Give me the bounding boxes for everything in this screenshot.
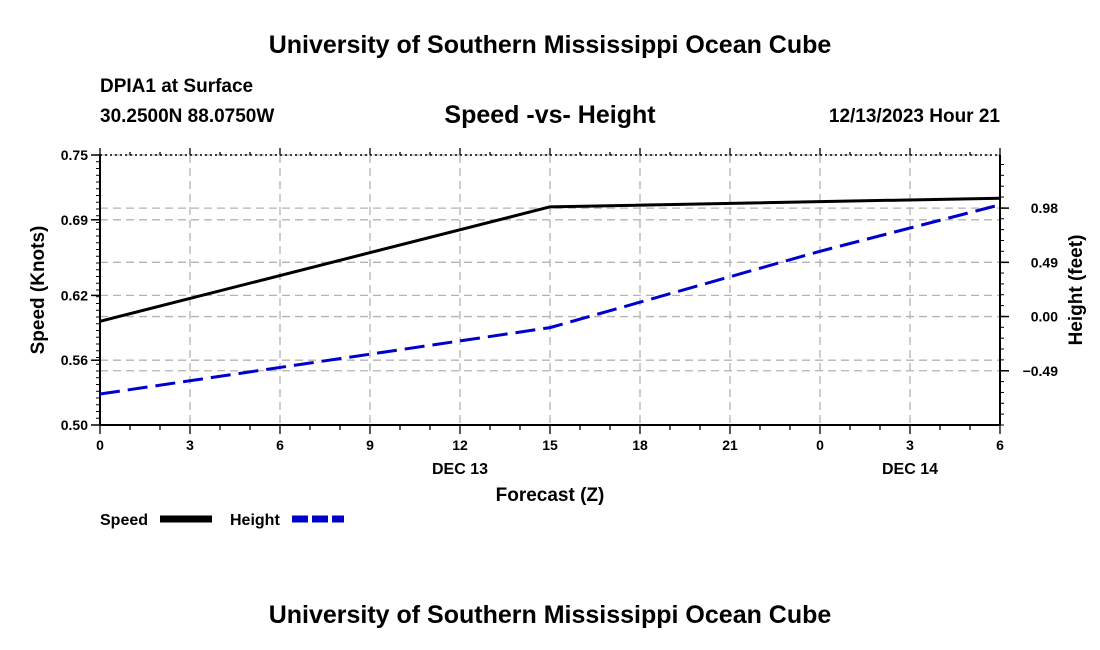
y-tick-label: 0.56 bbox=[61, 352, 88, 368]
y2-axis-label: Height (feet) bbox=[1066, 235, 1087, 346]
x-tick-label: 12 bbox=[452, 437, 468, 453]
x-date-label: DEC 14 bbox=[882, 461, 938, 478]
y-tick-label: 0.62 bbox=[61, 287, 88, 303]
y2-tick-label: 0.00 bbox=[1031, 309, 1058, 325]
x-date-label: DEC 13 bbox=[432, 461, 488, 478]
top-title: University of Southern Mississippi Ocean… bbox=[268, 31, 832, 59]
y2-tick-label: 0.98 bbox=[1031, 200, 1058, 216]
y-tick-label: 0.50 bbox=[61, 417, 88, 433]
x-tick-label: 3 bbox=[186, 437, 194, 453]
x-tick-label: 9 bbox=[366, 437, 374, 453]
x-axis-label: Forecast (Z) bbox=[496, 485, 605, 506]
y2-tick-label: −0.49 bbox=[1023, 363, 1059, 379]
coordinates-label: 30.2500N 88.0750W bbox=[100, 106, 275, 127]
x-tick-label: 18 bbox=[632, 437, 648, 453]
y-axis-label: Speed (Knots) bbox=[28, 226, 49, 355]
legend-label-height: Height bbox=[230, 512, 280, 529]
station-label: DPIA1 at Surface bbox=[100, 76, 254, 97]
x-tick-label: 15 bbox=[542, 437, 558, 453]
forecast-timestamp: 12/13/2023 Hour 21 bbox=[828, 106, 1000, 127]
series-line-height bbox=[99, 203, 1001, 396]
x-tick-label: 0 bbox=[96, 437, 104, 453]
x-tick-label: 6 bbox=[276, 437, 284, 453]
y-tick-label: 0.69 bbox=[61, 212, 88, 228]
chart-title: Speed -vs- Height bbox=[444, 101, 656, 129]
y-tick-label: 0.75 bbox=[61, 147, 88, 163]
legend-label-speed: Speed bbox=[100, 512, 148, 529]
bottom-title: University of Southern Mississippi Ocean… bbox=[268, 601, 832, 629]
y2-tick-label: 0.49 bbox=[1031, 254, 1058, 270]
x-tick-label: 0 bbox=[816, 437, 824, 453]
x-tick-label: 21 bbox=[722, 437, 738, 453]
series-line-speed bbox=[99, 196, 1001, 323]
speed-height-chart: 0 3 6 9 12 15 18 21 0 3 6 DEC 13 DEC 14 Forecast (Z) 0… bbox=[28, 147, 1087, 529]
x-tick-label: 3 bbox=[906, 437, 914, 453]
x-tick-label: 6 bbox=[996, 437, 1004, 453]
